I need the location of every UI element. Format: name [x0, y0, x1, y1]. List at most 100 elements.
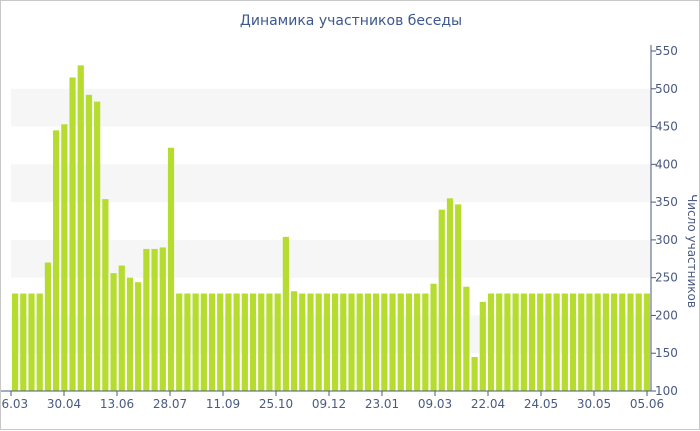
- bar: [143, 248, 150, 391]
- y-tick-label: 200: [655, 308, 678, 322]
- bar: [479, 301, 486, 391]
- bar: [405, 293, 413, 391]
- grid-band: [11, 164, 651, 203]
- axes: 100 150 200 250 300 350 400 450 500 550 16.03 30.04…: [1, 44, 678, 411]
- bar: [561, 293, 568, 391]
- chart-title: Динамика участников беседы: [239, 13, 463, 29]
- grid-band: [11, 88, 651, 127]
- x-tick-label: 25.10: [259, 397, 293, 411]
- bar: [528, 293, 536, 391]
- y-tick-label: 450: [655, 120, 678, 134]
- bar: [290, 291, 298, 391]
- x-tick-label: 28.07: [153, 397, 187, 411]
- bar: [167, 147, 175, 391]
- bar: [192, 293, 199, 391]
- bar: [578, 293, 585, 391]
- bar: [102, 199, 109, 391]
- bar: [36, 293, 43, 391]
- bar: [364, 293, 372, 391]
- bar: [643, 293, 650, 391]
- x-tick-label: 09.12: [312, 397, 346, 411]
- bar: [635, 293, 642, 391]
- bar: [356, 293, 363, 391]
- bar: [438, 209, 445, 391]
- bar: [553, 293, 560, 391]
- x-tick-label: 05.06: [630, 397, 664, 411]
- bar: [217, 293, 224, 391]
- bar: [545, 293, 552, 391]
- bar: [241, 293, 248, 391]
- bar: [176, 293, 183, 391]
- bar: [512, 293, 519, 391]
- bar: [135, 282, 142, 391]
- bar: [422, 293, 429, 391]
- bar: [496, 293, 503, 391]
- bar: [20, 293, 27, 391]
- bar: [159, 247, 166, 391]
- bar: [610, 293, 618, 391]
- bar: [430, 283, 437, 391]
- bar: [340, 293, 347, 391]
- bar: [471, 357, 478, 391]
- bar: [299, 293, 306, 391]
- bar: [455, 204, 462, 391]
- bar: [233, 293, 240, 391]
- bar: [274, 293, 281, 391]
- bar: [126, 277, 134, 391]
- y-tick-label: 100: [655, 384, 678, 398]
- bar: [200, 293, 207, 391]
- bar: [61, 124, 68, 392]
- x-tick-label: 30.04: [47, 397, 81, 411]
- x-tick-label: 11.09: [206, 397, 240, 411]
- x-tick-label: 23.01: [365, 397, 399, 411]
- bar: [85, 94, 93, 392]
- y-tick-label: 150: [655, 346, 678, 360]
- grid-band: [11, 239, 651, 278]
- bar: [28, 293, 35, 391]
- y-tick-label: 400: [655, 157, 678, 171]
- bar: [627, 293, 634, 391]
- y-tick-label: 550: [655, 44, 678, 58]
- x-tick-label: 09.03: [418, 397, 452, 411]
- bar: [389, 293, 396, 391]
- bar: [266, 293, 273, 391]
- bar: [184, 293, 191, 391]
- grid-bands: [11, 88, 651, 354]
- bar: [12, 293, 19, 391]
- x-tick-label: 16.03: [1, 397, 28, 411]
- bar: [446, 198, 454, 391]
- y-axis-label: Число участников: [685, 194, 699, 308]
- bar: [208, 293, 216, 391]
- bar: [504, 293, 511, 391]
- grid-band: [11, 315, 651, 354]
- bar: [323, 293, 330, 391]
- bar: [151, 248, 158, 391]
- bar: [225, 293, 232, 391]
- y-tick-label: 500: [655, 82, 678, 96]
- bar: [307, 293, 314, 391]
- bar: [373, 293, 380, 391]
- bars: [12, 65, 650, 392]
- bar: [602, 293, 609, 391]
- bar: [258, 293, 265, 391]
- bar: [487, 293, 495, 391]
- bar: [77, 65, 84, 391]
- bar: [282, 236, 289, 391]
- x-tick-label: 22.04: [471, 397, 505, 411]
- bar: [594, 293, 601, 391]
- bar: [586, 293, 593, 391]
- bar: [397, 293, 404, 391]
- bar: [94, 101, 101, 391]
- bar: [332, 293, 339, 391]
- y-tick-label: 350: [655, 195, 678, 209]
- x-tick-label: 24.05: [524, 397, 558, 411]
- bar: [110, 273, 117, 391]
- y-tick-label: 300: [655, 233, 678, 247]
- bar: [537, 293, 544, 391]
- bar: [44, 262, 52, 391]
- y-tick-label: 250: [655, 271, 678, 285]
- bar: [315, 293, 322, 391]
- bar: [414, 293, 421, 391]
- bar: [249, 293, 257, 391]
